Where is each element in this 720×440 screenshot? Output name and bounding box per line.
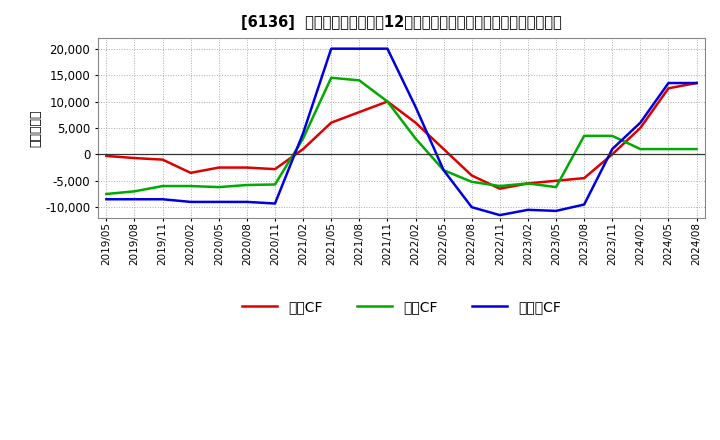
- フリーCF: [327, 46, 336, 51]
- 営業CF: [580, 176, 588, 181]
- Title: [6136]  キャッシュフローの12か月移動合計の対前年同期増減額の推移: [6136] キャッシュフローの12か月移動合計の対前年同期増減額の推移: [241, 15, 562, 30]
- フリーCF: [411, 104, 420, 110]
- Line: フリーCF: フリーCF: [107, 49, 696, 215]
- フリーCF: [215, 199, 223, 205]
- フリーCF: [130, 197, 139, 202]
- 投資CF: [580, 133, 588, 139]
- 投資CF: [355, 78, 364, 83]
- フリーCF: [692, 81, 701, 86]
- 投資CF: [411, 136, 420, 141]
- フリーCF: [580, 202, 588, 207]
- フリーCF: [158, 197, 167, 202]
- 営業CF: [495, 186, 504, 191]
- 営業CF: [158, 157, 167, 162]
- 投資CF: [186, 183, 195, 189]
- フリーCF: [495, 213, 504, 218]
- フリーCF: [271, 201, 279, 206]
- 投資CF: [692, 147, 701, 152]
- フリーCF: [243, 199, 251, 205]
- 投資CF: [299, 136, 307, 141]
- 投資CF: [664, 147, 672, 152]
- 営業CF: [299, 147, 307, 152]
- フリーCF: [636, 120, 644, 125]
- 営業CF: [411, 120, 420, 125]
- 営業CF: [186, 170, 195, 176]
- 営業CF: [327, 120, 336, 125]
- 営業CF: [439, 147, 448, 152]
- 投資CF: [130, 189, 139, 194]
- Legend: 営業CF, 投資CF, フリーCF: 営業CF, 投資CF, フリーCF: [242, 300, 561, 314]
- 投資CF: [383, 99, 392, 104]
- 投資CF: [215, 184, 223, 190]
- 営業CF: [355, 110, 364, 115]
- フリーCF: [552, 208, 560, 213]
- 営業CF: [243, 165, 251, 170]
- 営業CF: [102, 153, 111, 158]
- フリーCF: [523, 207, 532, 213]
- フリーCF: [439, 168, 448, 173]
- Line: 営業CF: 営業CF: [107, 83, 696, 189]
- 営業CF: [383, 99, 392, 104]
- フリーCF: [383, 46, 392, 51]
- Y-axis label: （百万円）: （百万円）: [30, 109, 42, 147]
- フリーCF: [355, 46, 364, 51]
- 営業CF: [271, 166, 279, 172]
- 投資CF: [467, 179, 476, 184]
- 営業CF: [467, 173, 476, 178]
- フリーCF: [299, 131, 307, 136]
- 営業CF: [523, 181, 532, 186]
- フリーCF: [664, 81, 672, 86]
- 投資CF: [243, 182, 251, 187]
- 投資CF: [158, 183, 167, 189]
- 投資CF: [608, 133, 616, 139]
- 投資CF: [271, 182, 279, 187]
- フリーCF: [467, 205, 476, 210]
- フリーCF: [102, 197, 111, 202]
- 投資CF: [523, 181, 532, 186]
- 営業CF: [664, 86, 672, 91]
- 営業CF: [636, 125, 644, 131]
- 営業CF: [215, 165, 223, 170]
- 投資CF: [636, 147, 644, 152]
- 投資CF: [495, 183, 504, 189]
- フリーCF: [608, 147, 616, 152]
- Line: 投資CF: 投資CF: [107, 78, 696, 194]
- 営業CF: [552, 178, 560, 183]
- 投資CF: [552, 184, 560, 190]
- 営業CF: [692, 81, 701, 86]
- 営業CF: [130, 155, 139, 161]
- フリーCF: [186, 199, 195, 205]
- 投資CF: [439, 168, 448, 173]
- 投資CF: [327, 75, 336, 81]
- 営業CF: [608, 152, 616, 157]
- 投資CF: [102, 191, 111, 197]
